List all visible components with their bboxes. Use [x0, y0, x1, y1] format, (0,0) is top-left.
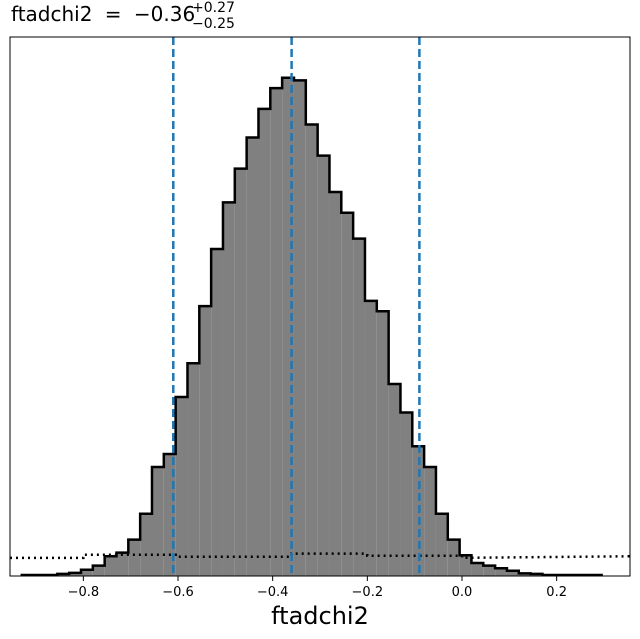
histogram-bar [282, 77, 294, 576]
histogram-bar [364, 300, 377, 576]
histogram-bar [471, 563, 484, 576]
title-lower-error: −0.25 [192, 16, 235, 32]
histogram-bar [222, 202, 235, 576]
histogram-bar [187, 363, 200, 576]
x-axis-ticks: −0.8 −0.6 −0.4 −0.2 0.0 0.2 [68, 576, 567, 600]
title-parameter: ftadchi2 [11, 2, 92, 26]
title-equals: = [105, 2, 122, 26]
histogram-bar [506, 570, 519, 576]
quantile-lines [172, 37, 421, 576]
histogram-bar [293, 80, 306, 576]
histogram-bar [258, 108, 271, 577]
histogram-bar [199, 306, 212, 576]
plot-frame [9, 36, 631, 577]
x-tick-label: 0.0 [452, 585, 473, 600]
histogram-bar [140, 513, 152, 576]
histogram-bar [353, 238, 365, 576]
histogram [20, 76, 603, 577]
x-axis-label: ftadchi2 [271, 602, 369, 630]
histogram-bar [400, 412, 413, 576]
histogram-bar [270, 88, 283, 576]
histogram-bar [92, 565, 105, 576]
title-upper-error: +0.27 [192, 0, 235, 16]
histogram-bar [329, 191, 342, 576]
histogram-bar [116, 552, 129, 576]
svg-text:ftadchi2 = −0.36: ftadchi2 = −0.36 [11, 2, 195, 26]
histogram-bar [424, 467, 436, 576]
title-median: −0.36 [134, 2, 195, 26]
histogram-bar [518, 573, 531, 576]
histogram-bar [246, 137, 259, 576]
histogram-bar [151, 467, 164, 576]
histogram-bar [447, 539, 460, 576]
histogram-bar [495, 568, 507, 576]
histogram-bar [435, 513, 448, 576]
chart-title: ftadchi2 = −0.36 +0.27 −0.25 [11, 0, 235, 32]
x-tick-label: 0.2 [546, 585, 567, 600]
histogram-bar [317, 155, 330, 577]
histogram-bar [483, 565, 496, 576]
histogram-bar [341, 212, 354, 576]
histogram-bar [388, 383, 401, 576]
histogram-bar [163, 454, 176, 576]
x-tick-label: −0.2 [352, 585, 384, 600]
histogram-bar [104, 556, 117, 576]
histogram-bar [211, 249, 223, 576]
histogram-bar [234, 168, 247, 576]
histogram-bar [80, 569, 93, 576]
histogram-bar [459, 555, 472, 576]
histogram-bar [69, 572, 81, 576]
x-tick-label: −0.6 [162, 585, 194, 600]
histogram-bar [128, 539, 141, 576]
x-tick-label: −0.4 [257, 585, 289, 600]
histogram-bar [175, 396, 188, 576]
histogram-outline [20, 76, 603, 577]
histogram-bar [305, 124, 318, 576]
histogram-bar [376, 311, 389, 576]
x-tick-label: −0.8 [68, 585, 100, 600]
